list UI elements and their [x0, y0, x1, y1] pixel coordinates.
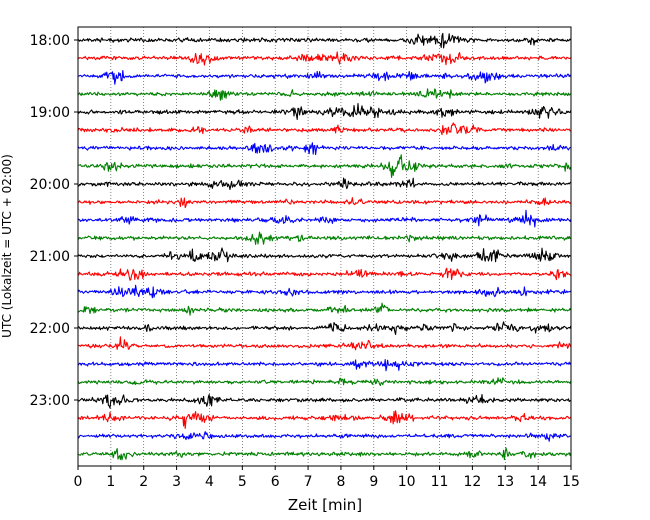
x-tick-label: 1: [106, 474, 115, 490]
seismic-trace: [77, 431, 571, 442]
x-tick-label: 6: [271, 474, 280, 490]
y-tick-label: 22:00: [30, 321, 70, 337]
seismic-trace: [77, 51, 572, 66]
x-tick-label: 10: [398, 474, 416, 490]
seismic-trace: [77, 393, 572, 409]
seismic-trace: [77, 447, 572, 461]
y-tick-label: 19:00: [30, 105, 70, 121]
seismic-trace: [77, 197, 572, 209]
x-tick-label: 14: [529, 474, 547, 490]
x-tick-label: 7: [304, 474, 313, 490]
y-tick-label: 20:00: [30, 177, 70, 193]
seismic-trace: [77, 209, 572, 228]
seismic-trace: [77, 142, 571, 156]
seismic-trace: [77, 231, 572, 245]
seismic-trace: [77, 103, 572, 120]
seismic-trace: [77, 321, 572, 335]
seismic-trace: [77, 267, 572, 281]
seismic-trace: [77, 336, 572, 351]
seismic-traces: [77, 32, 572, 461]
x-tick-label: 15: [562, 474, 580, 490]
x-tick-label: 0: [74, 474, 83, 490]
seismic-trace: [77, 359, 572, 372]
seismic-trace: [77, 122, 571, 136]
grid-lines: [110, 27, 539, 466]
y-axis-label: UTC (Lokalzeit = UTC + 02:00): [0, 154, 14, 338]
y-tick-label: 21:00: [30, 249, 70, 265]
seismic-trace: [77, 69, 572, 85]
seismic-trace: [77, 177, 572, 191]
y-tick-label: 18:00: [30, 33, 70, 49]
x-tick-label: 9: [369, 474, 378, 490]
seismic-trace: [77, 377, 572, 386]
x-tick-label: 5: [238, 474, 247, 490]
x-tick-label: 3: [172, 474, 181, 490]
x-axis-label: Zeit [min]: [288, 496, 362, 514]
seismic-trace: [77, 247, 571, 263]
x-axis-ticks: 0 1 2 3 4 5 6 7 8 9 10 11 12 13 14 15: [74, 466, 580, 490]
x-tick-label: 11: [431, 474, 449, 490]
seismic-trace: [77, 32, 572, 49]
seismic-trace: [77, 88, 572, 101]
seismic-trace: [77, 284, 572, 299]
x-tick-label: 2: [139, 474, 148, 490]
x-tick-label: 4: [205, 474, 214, 490]
y-axis-ticks: 18:00 19:00 20:00 21:00 22:00 23:00: [30, 33, 78, 409]
plot-frame: [77, 26, 572, 467]
seismic-trace: [77, 154, 572, 178]
x-tick-label: 8: [336, 474, 345, 490]
seismic-trace: [77, 410, 572, 429]
y-tick-label: 23:00: [30, 393, 70, 409]
x-tick-label: 12: [463, 474, 481, 490]
seismic-trace: [77, 302, 572, 316]
x-tick-label: 13: [496, 474, 514, 490]
